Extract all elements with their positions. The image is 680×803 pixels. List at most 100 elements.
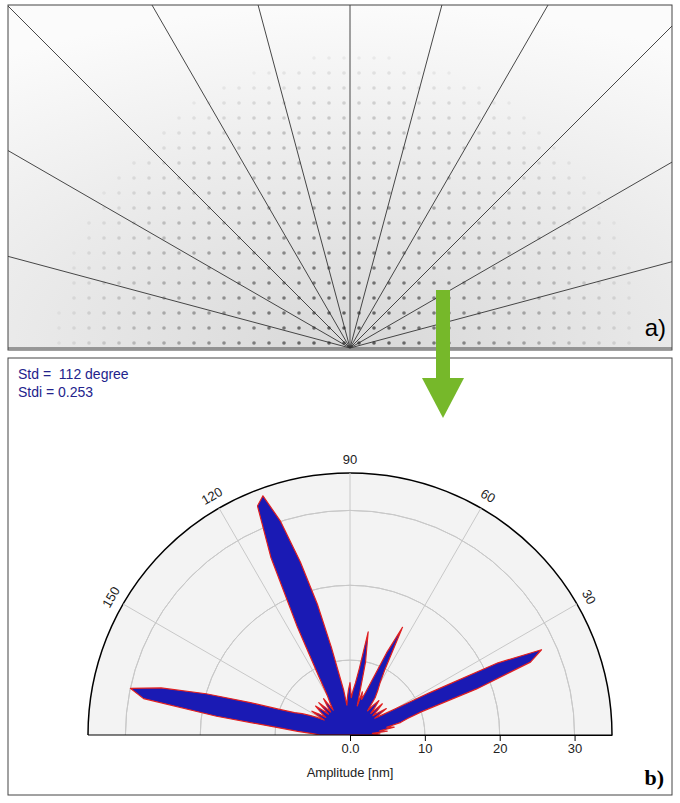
diffraction-spot	[147, 266, 151, 270]
diffraction-spot	[432, 116, 436, 120]
diffraction-spot	[462, 296, 466, 300]
diffraction-spot	[177, 146, 181, 150]
diffraction-spot	[477, 266, 481, 270]
diffraction-spot	[492, 191, 496, 195]
diffraction-spot	[612, 326, 616, 330]
diffraction-spot	[567, 296, 571, 300]
diffraction-spot	[72, 281, 76, 285]
diffraction-spot	[102, 266, 106, 270]
diffraction-spot	[342, 71, 346, 75]
diffraction-spot	[432, 281, 436, 285]
diffraction-spot	[522, 116, 526, 120]
diffraction-spot	[582, 176, 586, 180]
diffraction-spot	[492, 281, 496, 285]
diffraction-spot	[462, 251, 466, 255]
arrow-head	[422, 378, 464, 418]
diffraction-spot	[117, 311, 121, 315]
diffraction-spot	[297, 206, 301, 210]
diffraction-spot	[597, 326, 601, 330]
diffraction-spot	[432, 326, 436, 330]
r-tick-label: 20	[493, 741, 507, 756]
diffraction-spot	[372, 146, 376, 150]
diffraction-spot	[132, 191, 136, 195]
diffraction-spot	[462, 86, 466, 90]
diffraction-spot	[72, 266, 76, 270]
diffraction-spot	[282, 341, 286, 345]
r-tick-label: 0.0	[341, 741, 359, 756]
diffraction-spot	[177, 311, 181, 315]
diffraction-spot	[147, 161, 151, 165]
diffraction-spot	[432, 161, 436, 165]
diffraction-spot	[342, 131, 346, 135]
diffraction-spot	[492, 206, 496, 210]
diffraction-spot	[117, 191, 121, 195]
diffraction-spot	[312, 296, 316, 300]
diffraction-spot	[177, 206, 181, 210]
diffraction-spot	[597, 266, 601, 270]
diffraction-spot	[177, 266, 181, 270]
diffraction-spot	[252, 281, 256, 285]
diffraction-spot	[477, 206, 481, 210]
diffraction-spot	[267, 251, 271, 255]
diffraction-spot	[267, 281, 271, 285]
diffraction-spot	[162, 221, 166, 225]
r-tick-mark	[425, 735, 426, 741]
diffraction-spot	[402, 101, 406, 105]
diffraction-spot	[162, 326, 166, 330]
diffraction-spot	[522, 281, 526, 285]
diffraction-spot	[372, 86, 376, 90]
diffraction-spot	[282, 206, 286, 210]
diffraction-spot	[252, 236, 256, 240]
diffraction-spot	[162, 146, 166, 150]
diffraction-spot	[327, 251, 331, 255]
diffraction-spot	[132, 341, 136, 345]
diffraction-spot	[102, 221, 106, 225]
diffraction-spot	[132, 161, 136, 165]
diffraction-spot	[597, 236, 601, 240]
diffraction-spot	[102, 191, 106, 195]
diffraction-spot	[342, 191, 346, 195]
diffraction-spot	[222, 206, 226, 210]
diffraction-spot	[207, 131, 211, 135]
diffraction-spot	[237, 116, 241, 120]
amplitude-rose	[130, 496, 541, 735]
radial-line	[117, 5, 350, 348]
diffraction-spot	[522, 251, 526, 255]
diffraction-spot	[342, 86, 346, 90]
diffraction-spot	[357, 146, 361, 150]
diffraction-spot	[492, 326, 496, 330]
diffraction-spot	[477, 341, 481, 345]
diffraction-spot	[297, 101, 301, 105]
diffraction-spot	[357, 251, 361, 255]
diffraction-spot	[402, 191, 406, 195]
radial-line	[350, 5, 672, 348]
diffraction-spot	[297, 311, 301, 315]
diffraction-spot	[537, 281, 541, 285]
r-tick-label: 10	[418, 741, 432, 756]
diffraction-spot	[117, 206, 121, 210]
diffraction-spot	[492, 296, 496, 300]
diffraction-spot	[282, 251, 286, 255]
diffraction-spot	[312, 146, 316, 150]
diffraction-spot	[297, 251, 301, 255]
diffraction-spot	[402, 221, 406, 225]
diffraction-spot	[522, 311, 526, 315]
diffraction-spot	[192, 101, 196, 105]
diffraction-spot	[402, 326, 406, 330]
diffraction-spot	[177, 131, 181, 135]
radial-line	[350, 115, 672, 348]
diffraction-spot	[582, 236, 586, 240]
diffraction-spot	[417, 161, 421, 165]
diffraction-spot	[462, 131, 466, 135]
r-axis: 0.0102030	[341, 735, 612, 756]
diffraction-spot	[432, 221, 436, 225]
diffraction-spot	[327, 71, 331, 75]
diffraction-spot	[252, 86, 256, 90]
diffraction-spot	[177, 116, 181, 120]
diffraction-spot	[342, 116, 346, 120]
diffraction-spot	[537, 251, 541, 255]
diffraction-spot	[312, 131, 316, 135]
diffraction-spot	[132, 296, 136, 300]
diffraction-spot	[252, 266, 256, 270]
diffraction-spot	[612, 296, 616, 300]
